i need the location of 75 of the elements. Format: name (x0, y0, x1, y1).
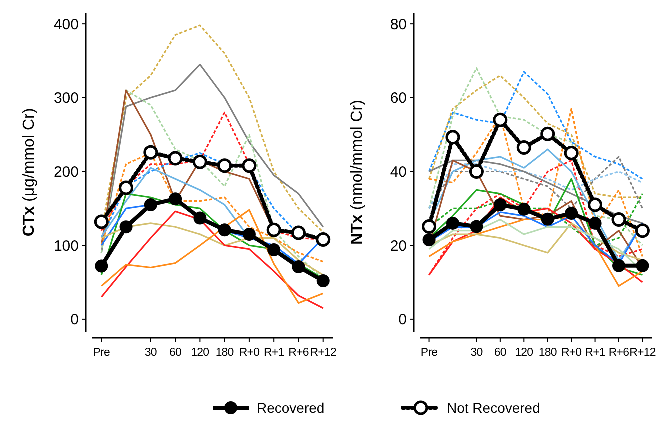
y-tick-label: 100 (54, 238, 79, 255)
y-tick-label: 0 (398, 312, 407, 329)
line-series (428, 71, 644, 180)
x-tick-label: 60 (494, 347, 506, 359)
legend-label: Recovered (257, 400, 325, 416)
x-tick-label: R+6 (288, 347, 309, 359)
x-tick-label: R+12 (630, 347, 656, 359)
point (612, 259, 626, 272)
y-tick-label: 200 (54, 164, 79, 182)
point (218, 224, 232, 237)
point (636, 259, 650, 272)
x-tick-label: 180 (216, 347, 234, 359)
point (168, 151, 183, 166)
x-tick-label: R+12 (310, 347, 336, 359)
point (612, 212, 626, 228)
x-tick-label: 120 (515, 347, 534, 359)
x-tick-label: R+0 (561, 347, 582, 359)
point (422, 234, 436, 247)
point (422, 220, 437, 234)
x-tick-label: R+1 (264, 347, 284, 359)
x-tick-label: 60 (170, 347, 182, 359)
x-tick-label: 30 (470, 347, 483, 359)
point (316, 274, 330, 288)
point (635, 224, 650, 238)
point (242, 158, 257, 174)
point (242, 228, 256, 242)
y-tick-label: 400 (54, 16, 79, 34)
point (292, 260, 306, 274)
point (564, 146, 579, 161)
point (446, 216, 460, 230)
y-tick-label: 80 (390, 16, 407, 34)
point (266, 222, 282, 238)
x-tick-label: R+0 (239, 347, 260, 359)
point (291, 226, 306, 240)
point (494, 198, 507, 212)
y-tick-label: 0 (70, 312, 79, 329)
line-series (428, 108, 644, 258)
x-tick-label: R+6 (608, 347, 630, 359)
point (493, 112, 508, 128)
point (588, 216, 602, 230)
y-axis-title: CTx (μg/mmol Cr) (21, 108, 38, 237)
x-tick-label: Pre (93, 347, 110, 359)
point (94, 214, 109, 230)
point (540, 126, 556, 142)
point (144, 145, 158, 160)
point (541, 212, 554, 226)
y-axis-title: NTx (nmol/mmol Cr) (349, 100, 366, 245)
x-tick-label: Pre (420, 347, 438, 359)
point (192, 154, 208, 170)
x-tick-label: 120 (191, 347, 210, 359)
point (268, 244, 281, 257)
point (218, 158, 232, 174)
point (95, 260, 108, 273)
point (516, 140, 532, 156)
line-series (428, 68, 644, 246)
y-tick-label: 300 (54, 90, 79, 108)
point (518, 202, 531, 216)
point (119, 180, 134, 196)
point (120, 220, 133, 234)
point (446, 130, 460, 145)
legend-label: Not Recovered (447, 400, 540, 416)
point (588, 198, 603, 212)
y-tick-label: 20 (390, 238, 407, 255)
y-tick-label: 40 (390, 164, 407, 182)
point (565, 206, 578, 220)
x-tick-label: 30 (144, 347, 157, 359)
point (194, 212, 207, 225)
y-tick-label: 60 (390, 90, 407, 108)
point (469, 164, 484, 180)
point (470, 220, 484, 234)
point (144, 198, 158, 212)
x-tick-label: 180 (538, 347, 557, 359)
x-tick-label: R+1 (585, 347, 606, 359)
point (169, 192, 182, 206)
point (316, 232, 331, 247)
